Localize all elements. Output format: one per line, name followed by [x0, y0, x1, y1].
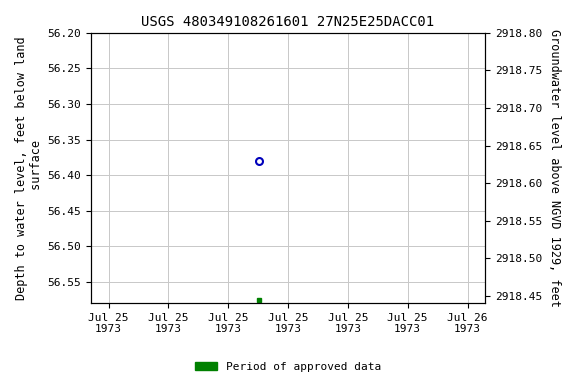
Y-axis label: Groundwater level above NGVD 1929, feet: Groundwater level above NGVD 1929, feet	[548, 29, 561, 307]
Y-axis label: Depth to water level, feet below land
 surface: Depth to water level, feet below land su…	[15, 36, 43, 300]
Title: USGS 480349108261601 27N25E25DACC01: USGS 480349108261601 27N25E25DACC01	[142, 15, 435, 29]
Legend: Period of approved data: Period of approved data	[191, 358, 385, 377]
